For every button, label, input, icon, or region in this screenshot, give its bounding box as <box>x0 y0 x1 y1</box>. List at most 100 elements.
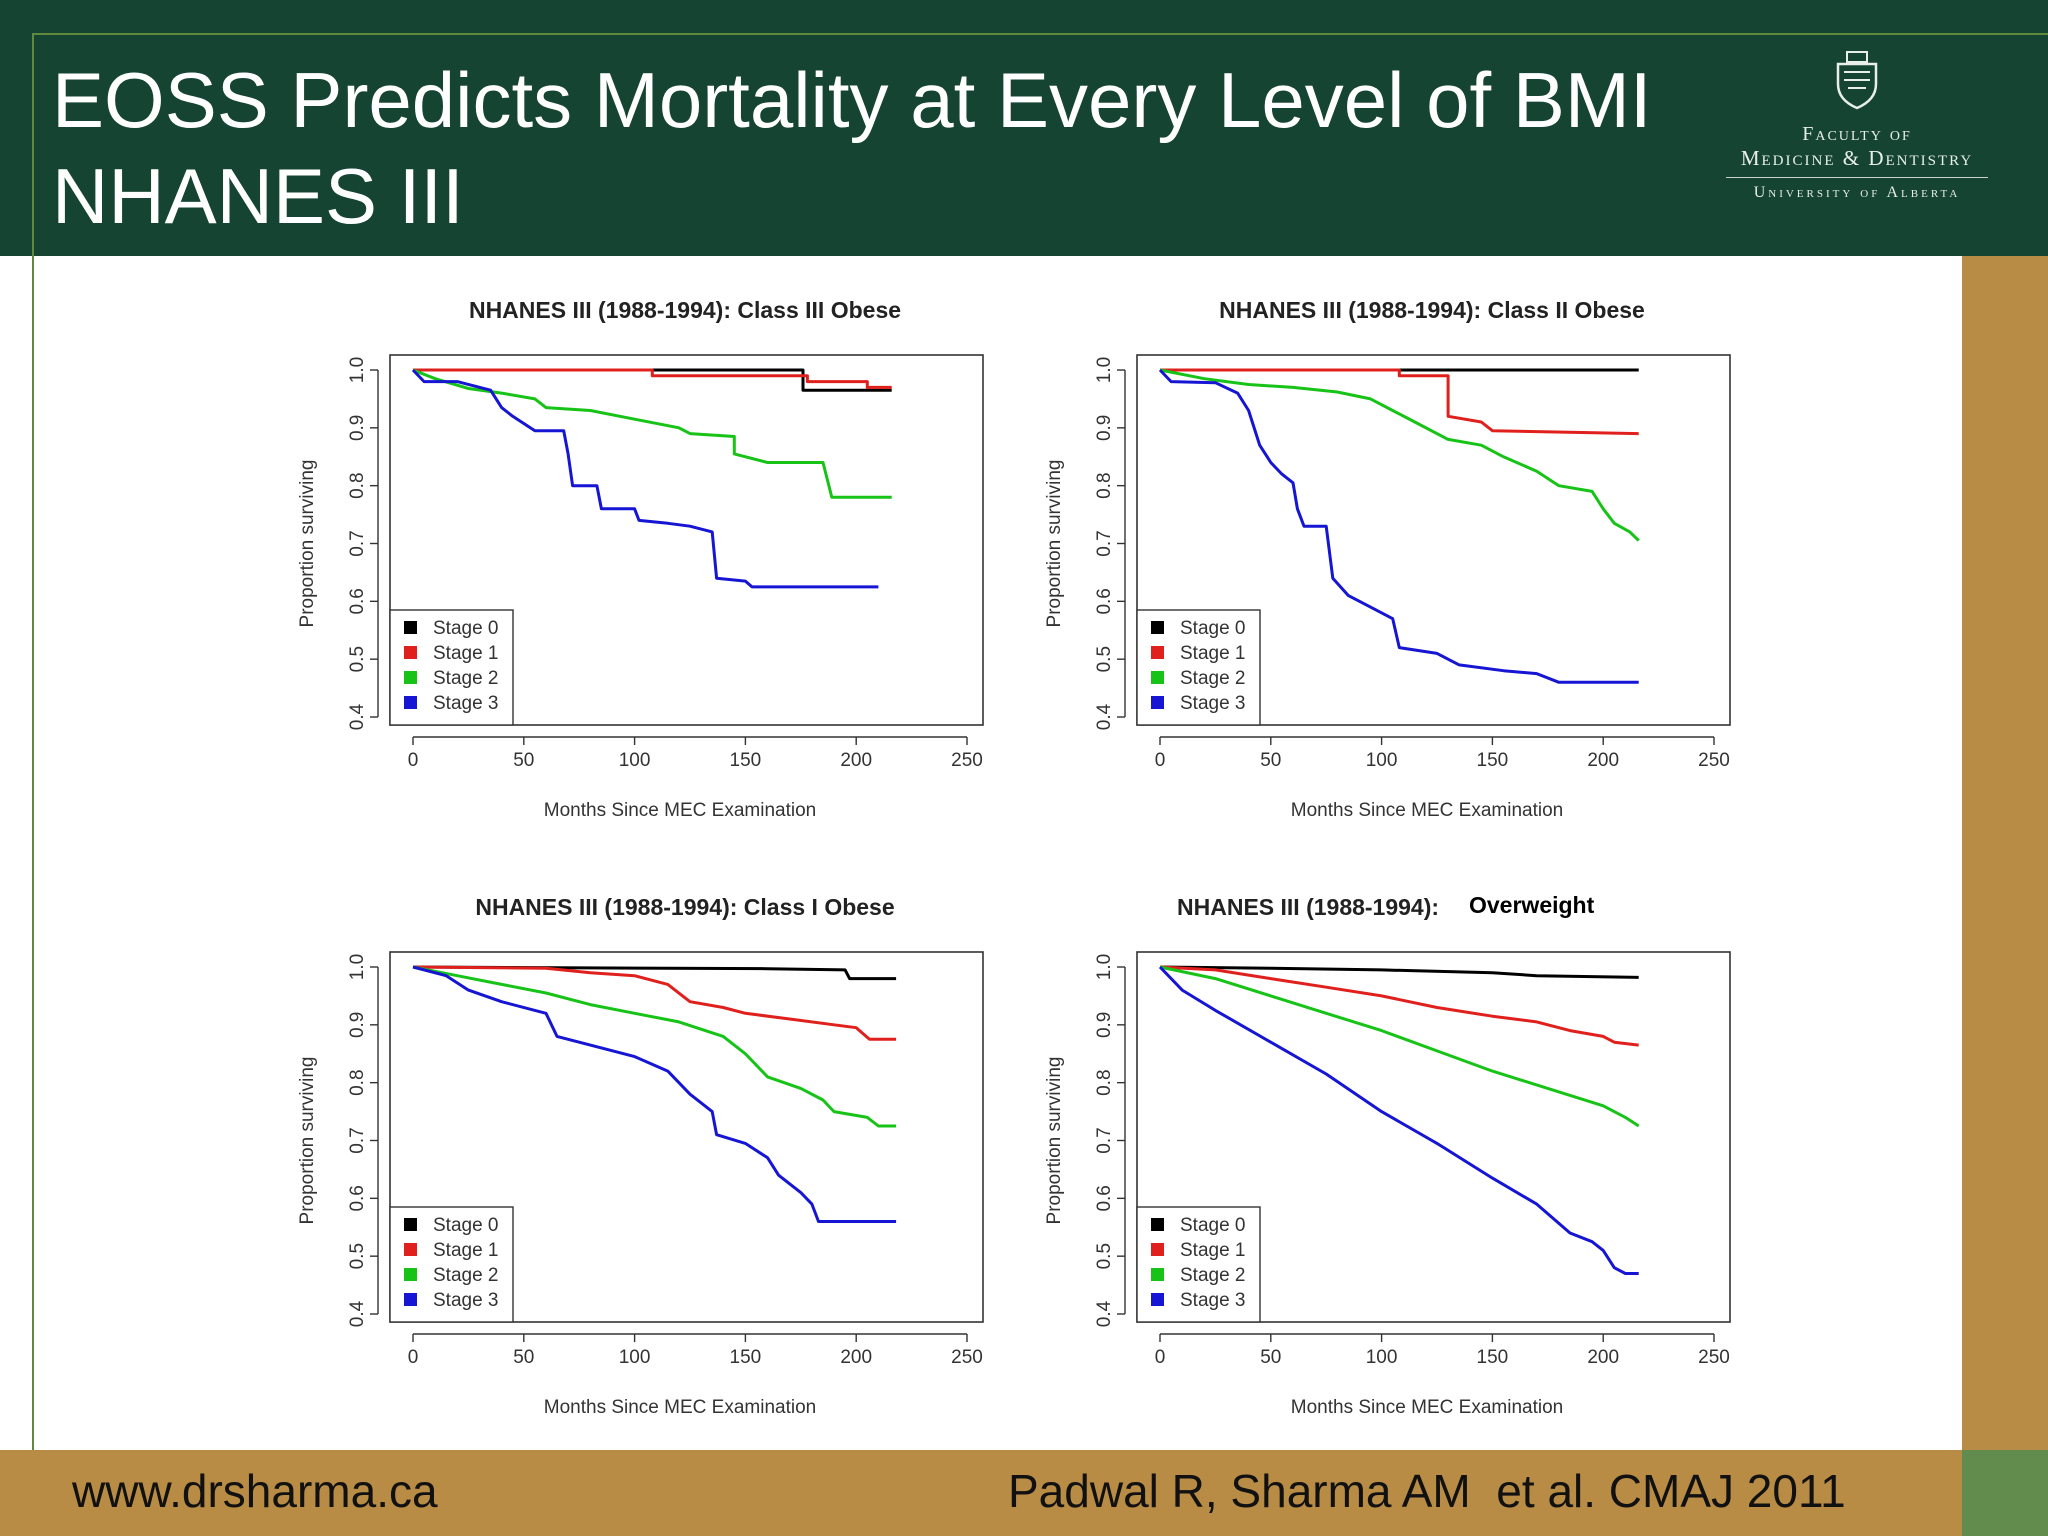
legend-label: Stage 3 <box>433 693 499 714</box>
series-line-stage-1 <box>1160 368 1639 436</box>
x-tick-label: 250 <box>951 1347 983 1368</box>
y-tick-label: 1.0 <box>1094 954 1115 980</box>
chart-title: NHANES III (1988-1994): Class III Obese <box>469 297 901 323</box>
x-tick-label: 200 <box>840 750 872 771</box>
x-axis-label: Months Since MEC Examination <box>1291 1397 1563 1418</box>
legend-swatch <box>1151 696 1164 709</box>
x-tick-label: 0 <box>408 1347 419 1368</box>
chart-overweight: NHANES III (1988-1994): Overweight 0 50 100 1… <box>1044 891 1731 1418</box>
x-tick-label: 200 <box>1587 750 1619 771</box>
legend-swatch <box>1151 1243 1164 1256</box>
legend-label: Stage 1 <box>1180 1240 1246 1261</box>
y-tick-label: 0.9 <box>1094 1012 1115 1038</box>
series-line-stage-1 <box>412 965 897 1041</box>
x-axis-label: Months Since MEC Examination <box>544 1397 816 1418</box>
logo-divider <box>1726 177 1988 178</box>
legend-label: Stage 3 <box>1180 1290 1246 1311</box>
chart-title: NHANES III (1988-1994): Class II Obese <box>1219 297 1645 323</box>
chart-title-highlight-box <box>1465 891 1615 921</box>
series-line-stage-3 <box>412 965 897 1223</box>
x-tick-label: 0 <box>408 750 419 771</box>
footer-website: www.drsharma.ca <box>72 1465 438 1517</box>
y-tick-label: 0.6 <box>1094 588 1115 614</box>
logo-faculty-of: Faculty of <box>1802 123 1912 145</box>
x-tick-label: 150 <box>730 1347 762 1368</box>
legend-label: Stage 3 <box>433 1290 499 1311</box>
x-tick-label: 250 <box>951 750 983 771</box>
series-line-stage-3 <box>1158 965 1639 1275</box>
x-tick-label: 250 <box>1698 1347 1730 1368</box>
y-axis-label: Proportion surviving <box>297 1057 318 1225</box>
y-tick-label: 0.5 <box>1094 1243 1115 1269</box>
legend-swatch <box>1151 1268 1164 1281</box>
legend-label: Stage 0 <box>433 618 499 639</box>
chart-title-highlight: Overweight <box>1469 892 1595 918</box>
y-tick-label: 0.7 <box>347 530 368 556</box>
x-tick-label: 50 <box>513 750 534 771</box>
logo-medicine-dentistry: Medicine & Dentistry <box>1740 146 1974 170</box>
y-tick-label: 0.4 <box>1094 1300 1115 1327</box>
legend-swatch <box>404 1293 417 1306</box>
series-line-stage-1 <box>413 368 892 389</box>
footer-corner-accent <box>1962 1450 2048 1536</box>
legend-swatch <box>404 1268 417 1281</box>
legend-swatch <box>404 1243 417 1256</box>
plot-frame <box>389 951 984 1323</box>
legend-swatch <box>404 1218 417 1231</box>
left-rule <box>32 33 34 1536</box>
x-tick-label: 150 <box>1477 750 1509 771</box>
chart-class-i-obese: NHANES III (1988-1994): Class I Obese 0 50… <box>297 894 984 1418</box>
legend-label: Stage 0 <box>433 1215 499 1236</box>
y-tick-label: 0.4 <box>347 1300 368 1327</box>
chart-class-iii-obese: NHANES III (1988-1994): Class III Obese 0… <box>297 297 984 821</box>
y-tick-label: 0.6 <box>347 588 368 614</box>
header-rule <box>33 33 2048 35</box>
series-line-stage-3 <box>1158 368 1639 684</box>
series-line-stage-2 <box>412 965 897 1128</box>
y-tick-label: 0.9 <box>1094 415 1115 441</box>
plot-frame <box>389 354 984 726</box>
y-axis-label: Proportion surviving <box>297 460 318 628</box>
chart-class-ii-obese: NHANES III (1988-1994): Class II Obese 0 5… <box>1044 297 1731 821</box>
series-line-stage-0 <box>412 965 897 981</box>
x-tick-label: 150 <box>1477 1347 1509 1368</box>
plot-frame <box>1136 951 1731 1323</box>
legend-swatch <box>1151 1218 1164 1231</box>
title-bar <box>0 0 2048 256</box>
legend-label: Stage 3 <box>1180 693 1246 714</box>
x-tick-label: 0 <box>1155 750 1166 771</box>
legend-swatch <box>1151 1293 1164 1306</box>
x-tick-label: 200 <box>1587 1347 1619 1368</box>
legend-label: Stage 2 <box>1180 668 1246 689</box>
footer-bar <box>0 1450 2048 1536</box>
y-tick-label: 0.9 <box>347 415 368 441</box>
plot-frame <box>1136 354 1731 726</box>
x-tick-label: 0 <box>1155 1347 1166 1368</box>
footer-citation: Padwal R, Sharma AM et al. CMAJ 2011 <box>1008 1465 1846 1517</box>
y-axis-label: Proportion surviving <box>1044 1057 1065 1225</box>
slide-title-line-2: NHANES III <box>52 152 464 240</box>
slide-title-line-1: EOSS Predicts Mortality at Every Level o… <box>52 56 1652 144</box>
y-tick-label: 1.0 <box>347 357 368 383</box>
legend-swatch <box>404 621 417 634</box>
x-tick-label: 50 <box>513 1347 534 1368</box>
y-tick-label: 1.0 <box>1094 357 1115 383</box>
y-tick-label: 0.7 <box>1094 1127 1115 1153</box>
y-tick-label: 0.6 <box>1094 1185 1115 1211</box>
chart-title: NHANES III (1988-1994): Class I Obese <box>475 894 894 920</box>
university-logo: Faculty of Medicine & Dentistry Universi… <box>1722 50 1992 230</box>
legend-label: Stage 1 <box>433 1240 499 1261</box>
series-line-stage-2 <box>1159 965 1640 1128</box>
y-tick-label: 0.9 <box>347 1012 368 1038</box>
crest-icon <box>1836 51 1878 110</box>
series-line-stage-1 <box>1159 965 1639 1047</box>
chart-title: NHANES III (1988-1994): <box>1177 894 1439 920</box>
x-axis-label: Months Since MEC Examination <box>1291 800 1563 821</box>
legend-label: Stage 1 <box>1180 643 1246 664</box>
x-tick-label: 100 <box>619 1347 651 1368</box>
legend-label: Stage 2 <box>1180 1265 1246 1286</box>
legend-swatch <box>1151 646 1164 659</box>
y-tick-label: 0.7 <box>1094 530 1115 556</box>
y-tick-label: 0.5 <box>1094 646 1115 672</box>
y-tick-label: 0.4 <box>1094 703 1115 730</box>
